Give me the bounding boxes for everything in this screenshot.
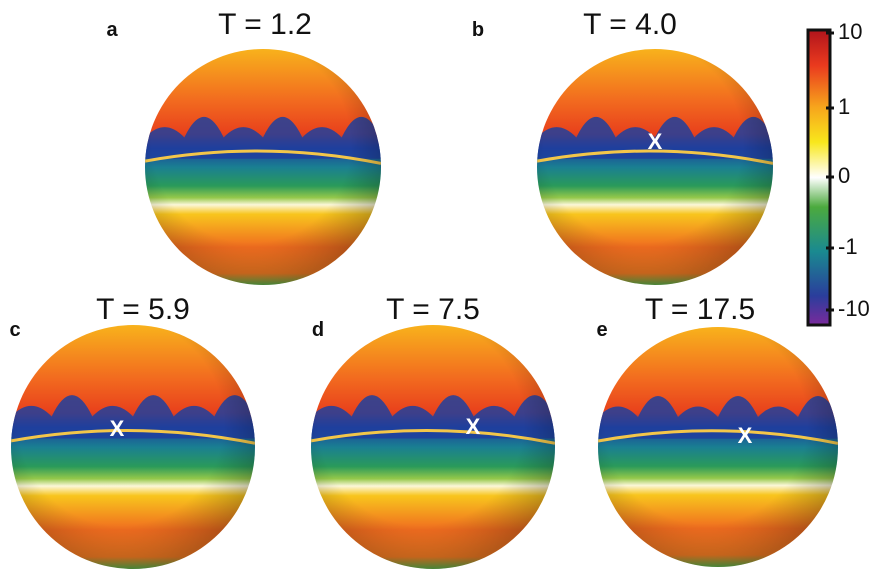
sphere-shade <box>311 325 555 569</box>
panel-title: T = 4.0 <box>583 8 677 41</box>
tick-label: -1 <box>838 234 858 259</box>
tick-label: -10 <box>838 296 870 321</box>
x-marker: X <box>648 129 663 154</box>
panel-letter: a <box>106 19 118 41</box>
panel-title: T = 1.2 <box>218 8 312 41</box>
tick-label: 0 <box>838 163 850 188</box>
x-marker: X <box>738 423 753 448</box>
tick-label: 1 <box>838 94 850 119</box>
sphere-shade <box>11 325 255 569</box>
panel-letter: c <box>9 319 20 341</box>
sphere-shade <box>537 49 773 285</box>
panel-title: T = 17.5 <box>645 293 755 326</box>
panel-letter: e <box>596 319 607 341</box>
sphere-shade <box>145 49 381 285</box>
panel-title: T = 5.9 <box>96 293 190 326</box>
x-marker: X <box>110 416 125 441</box>
panel-letter: b <box>472 19 484 41</box>
x-marker: X <box>466 414 481 439</box>
tick-label: 10 <box>838 19 862 44</box>
panel-letter: d <box>312 319 324 341</box>
panel-title: T = 7.5 <box>386 293 480 326</box>
sphere-shade <box>598 327 838 567</box>
